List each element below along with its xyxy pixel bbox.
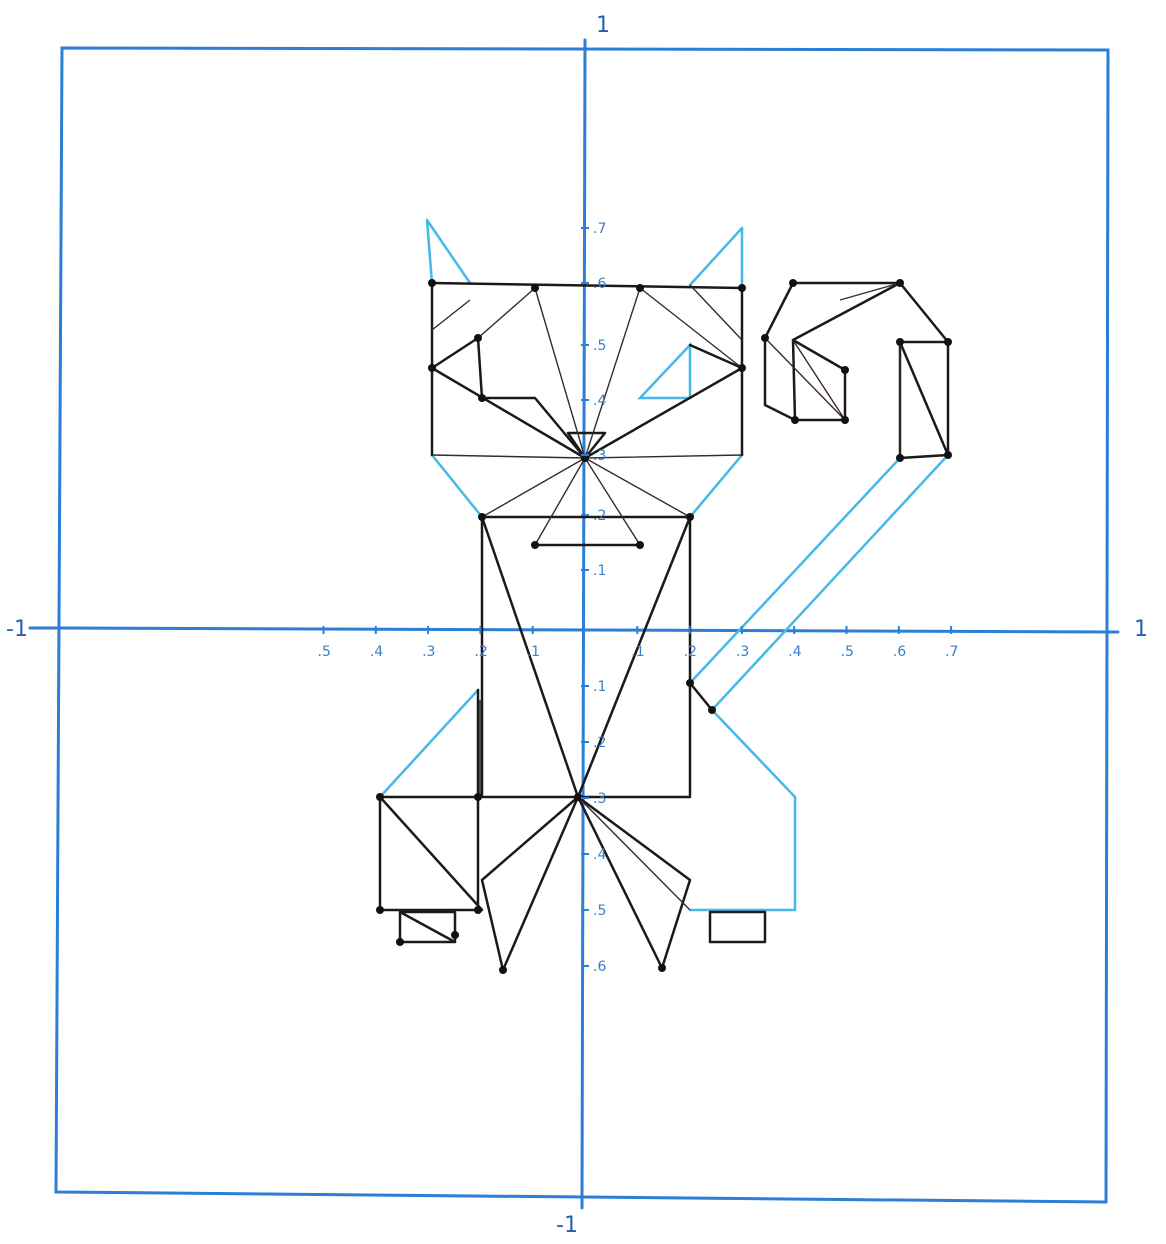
y-tick-label: .2 [593, 508, 606, 524]
x-tick-label: .5 [841, 644, 854, 660]
x-tick-label: .2 [474, 644, 487, 660]
y-tick-label: .2 [593, 735, 606, 751]
cat-facets [431, 282, 901, 911]
y-tick-label: .3 [593, 448, 606, 464]
left-label: -1 [6, 617, 28, 642]
y-tick-label: .1 [593, 679, 606, 695]
y-tick-label: .6 [593, 276, 606, 292]
x-tick-label: .3 [736, 644, 749, 660]
y-tick-label: .4 [593, 847, 606, 863]
grid-frame [28, 38, 1120, 1210]
x-tick-label: .5 [318, 644, 331, 660]
right-label: 1 [1134, 617, 1148, 642]
y-tick-label: .6 [593, 959, 606, 975]
cat-lines [378, 281, 950, 972]
x-tick-label: .1 [527, 644, 540, 660]
bottom-label: -1 [556, 1213, 578, 1238]
vertex-dots [376, 279, 952, 974]
top-label: 1 [596, 13, 610, 38]
y-tick-label: .1 [593, 563, 606, 579]
y-tick-label: .3 [593, 791, 606, 807]
x-tick-label: .3 [422, 644, 435, 660]
x-tick-label: .7 [945, 644, 958, 660]
y-tick-label: .5 [593, 338, 606, 354]
y-tick-label: .7 [593, 221, 606, 237]
x-tick-label: .1 [631, 644, 644, 660]
x-tick-label: .2 [684, 644, 697, 660]
y-tick-label: .4 [593, 393, 606, 409]
x-tick-label: .6 [893, 644, 906, 660]
x-tick-label: .4 [370, 644, 383, 660]
cat-outline [378, 218, 950, 912]
x-tick-label: .4 [788, 644, 801, 660]
y-tick-label: .5 [593, 903, 606, 919]
